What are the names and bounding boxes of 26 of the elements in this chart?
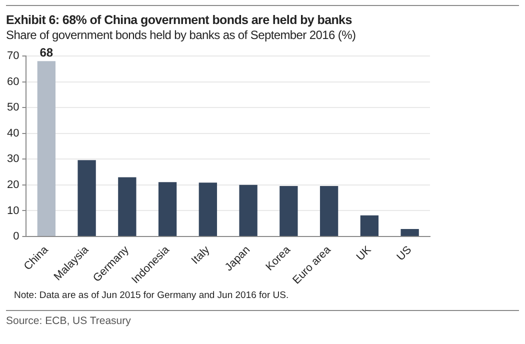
bar bbox=[198, 182, 218, 236]
y-tick-label: 60 bbox=[6, 76, 20, 88]
y-tick-label: 40 bbox=[6, 127, 20, 140]
source-note: Source: ECB, US Treasury bbox=[6, 310, 519, 327]
y-tick-label: 20 bbox=[6, 178, 20, 191]
bar bbox=[239, 184, 258, 236]
y-tick-label: 10 bbox=[6, 204, 20, 217]
x-tick-label: US bbox=[394, 244, 414, 264]
bar bbox=[158, 182, 177, 236]
bar bbox=[360, 215, 379, 236]
chart-subtitle: Share of government bonds held by banks as of September 2016 (%) bbox=[6, 28, 357, 42]
bar bbox=[400, 229, 419, 236]
bar bbox=[78, 160, 96, 236]
bar bbox=[280, 186, 298, 236]
bar bbox=[37, 61, 56, 236]
x-tick-label: Italy bbox=[189, 244, 213, 267]
y-tick-label: 30 bbox=[6, 153, 20, 166]
y-tick-label: 0 bbox=[13, 230, 20, 243]
y-tick-label: 70 bbox=[6, 50, 20, 62]
text: Note: Data are as of Jun 2015 for Germany and Jun 2016 for US. bbox=[14, 290, 290, 303]
y-tick-label: 50 bbox=[6, 102, 20, 114]
x-tick-label: UK bbox=[354, 243, 374, 264]
bar bbox=[320, 186, 338, 236]
chart-title: Exhibit 6: 68% of China government bonds are held by banks bbox=[6, 13, 353, 27]
data-label: 68 bbox=[40, 45, 54, 60]
bar bbox=[118, 177, 136, 236]
